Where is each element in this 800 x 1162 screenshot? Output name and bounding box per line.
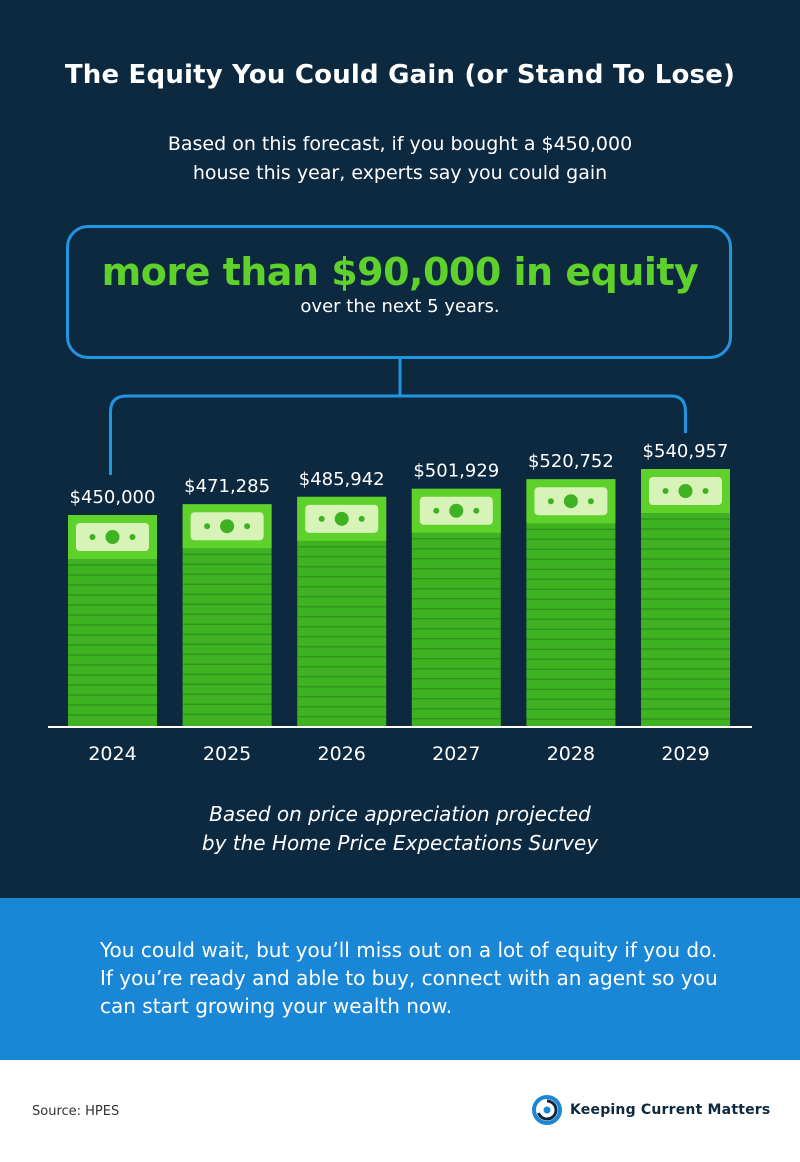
value-label: $501,929 [413,461,499,482]
cta-text: You could wait, but you’ll miss out on a… [100,938,718,1018]
bill-left-dot [204,523,211,530]
equity-callout-subline: over the next 5 years. [300,296,500,317]
bill-right-dot [473,507,480,514]
bill-center-dot [105,530,120,544]
equity-callout-box [66,225,732,359]
bill-right-dot [587,498,594,505]
bill-left-dot [89,534,96,540]
year-label: 2027 [432,743,480,765]
infographic-panel [0,0,800,898]
year-label: 2025 [203,743,251,765]
kcm-swirl-logo-icon [532,1095,562,1125]
source-note: Source: HPES [32,1104,120,1119]
bill-left-dot [547,498,554,505]
equity-bar-chart: $450,000 2024 $471,285 2025 $485,942 2026 $501… [48,359,752,765]
equity-callout-headline: more than $90,000 in equity [101,250,699,294]
year-label: 2029 [661,743,709,765]
bill-center-dot [334,511,349,526]
year-label: 2028 [547,743,595,765]
bill-left-dot [662,488,669,494]
bill-right-dot [244,523,251,530]
value-label: $540,957 [643,441,729,462]
value-label: $520,752 [528,451,614,472]
brand-logo: Keeping Current Matters [532,1094,770,1126]
page-title: The Equity You Could Gain (or Stand To L… [64,60,736,90]
intro-text: Based on this forecast, if you bought a … [0,130,800,188]
bill-center-dot [449,503,464,518]
footnote-line-2: by the Home Price Expectations Survey [201,831,599,855]
brand-name: Keeping Current Matters [570,1102,771,1118]
chart-footnote: Based on price appreciation projected by… [0,800,800,858]
value-label: $450,000 [70,487,156,508]
value-label: $471,285 [184,476,270,497]
bill-right-dot [358,515,365,522]
bill-left-dot [433,507,440,514]
bill-center-dot [563,494,578,509]
year-label: 2026 [318,743,366,765]
bill-center-dot [678,484,693,498]
footnote-line-1: Based on price appreciation projected [209,802,591,826]
year-label: 2024 [88,743,136,765]
bill-left-dot [318,515,325,522]
bill-right-dot [702,488,709,494]
cta-band [0,898,800,1060]
bill-right-dot [129,534,136,540]
intro-line-1: Based on this forecast, if you bought a … [167,133,633,155]
intro-line-2: house this year, experts say you could g… [192,162,608,184]
bill-center-dot [220,519,235,534]
value-label: $485,942 [299,469,385,490]
